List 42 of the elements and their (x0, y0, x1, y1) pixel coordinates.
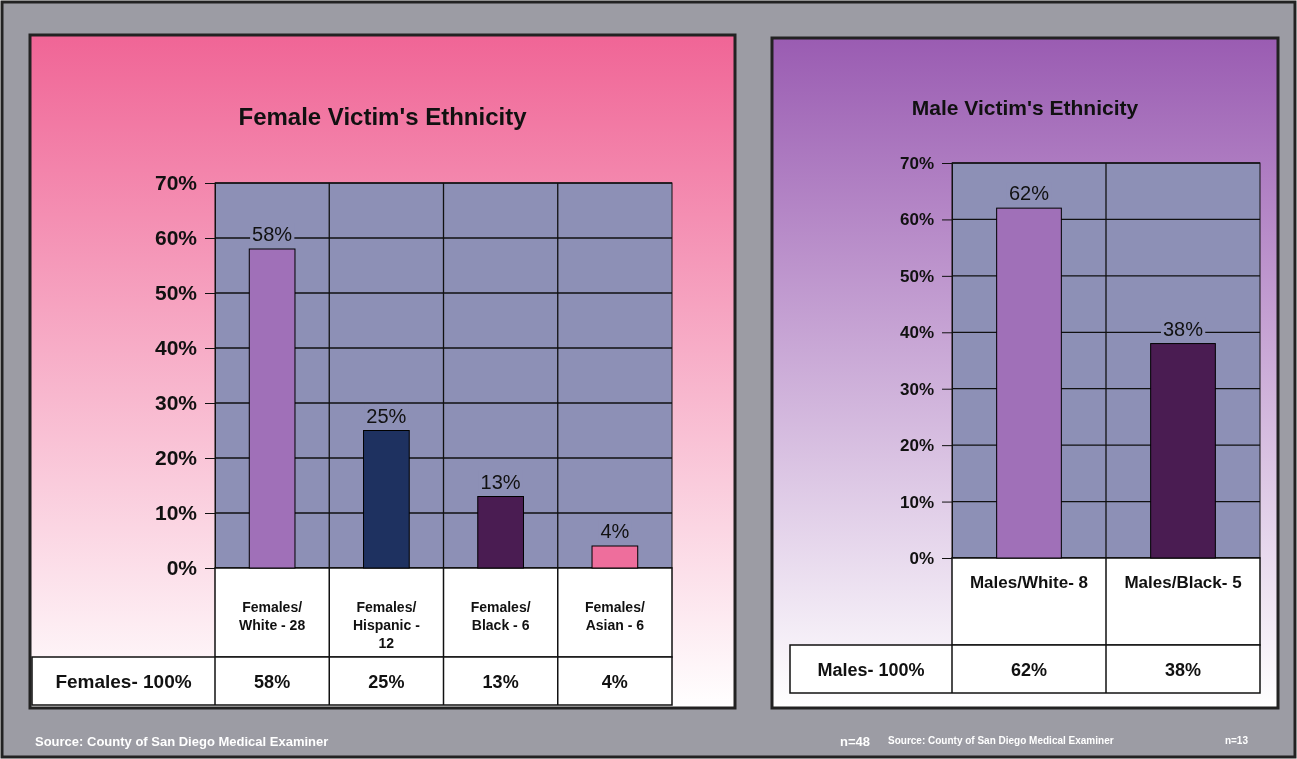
text: Females- 100% (55, 671, 192, 692)
data-label: 62% (1010, 660, 1048, 680)
y-tick-label: 0% (909, 548, 934, 568)
y-tick-label: 50% (899, 266, 934, 286)
y-tick-label: 60% (154, 226, 198, 250)
y-tick-label: 20% (899, 436, 934, 456)
text: Males- 100% (817, 660, 925, 680)
text: 25% (366, 404, 407, 427)
text: n=48 (840, 734, 870, 749)
y-tick-label: 20% (154, 446, 198, 470)
x-tick-label: Females/ Asian - 6 (584, 599, 645, 633)
y-tick-label: 30% (899, 379, 934, 399)
data-label: 58% (254, 672, 291, 692)
text: 62% (1008, 182, 1050, 205)
data-label: 38% (1164, 660, 1202, 680)
y-tick-label: 0% (166, 556, 198, 580)
x-tick-label: Males/White- 8 (969, 573, 1089, 592)
chart-title: Female Victim's Ethnicity (238, 103, 528, 130)
text: 4% (600, 520, 630, 542)
y-tick-label: 10% (154, 501, 198, 525)
text: n=13 (1224, 735, 1249, 746)
x-tick-label: Males/Black- 5 (1124, 573, 1242, 592)
text: 58% (252, 223, 293, 245)
source-note: Source: County of San Diego Medical Examiner (888, 735, 1114, 746)
source-note: Source: County of San Diego Medical Examiner (35, 734, 329, 749)
y-tick-label: 30% (154, 391, 198, 415)
y-tick-label: 70% (154, 171, 198, 195)
y-tick-label: 70% (899, 153, 934, 173)
data-label: 13% (482, 672, 519, 692)
text: 38% (1162, 317, 1204, 340)
y-tick-label: 40% (154, 336, 198, 360)
x-tick-label: Females/ White - 28 (239, 599, 306, 633)
y-tick-label: 10% (899, 492, 934, 512)
chart-title: Male Victim's Ethnicity (911, 96, 1139, 119)
y-tick-label: 40% (899, 323, 934, 343)
data-label: 25% (368, 672, 405, 692)
text: 13% (480, 470, 521, 493)
x-tick-label: Females/ Black - 6 (470, 599, 531, 633)
data-label: 4% (601, 672, 628, 692)
y-tick-label: 60% (899, 210, 934, 230)
x-tick-label: Females/ Hispanic - 12 (352, 599, 421, 651)
y-tick-label: 50% (154, 281, 198, 305)
